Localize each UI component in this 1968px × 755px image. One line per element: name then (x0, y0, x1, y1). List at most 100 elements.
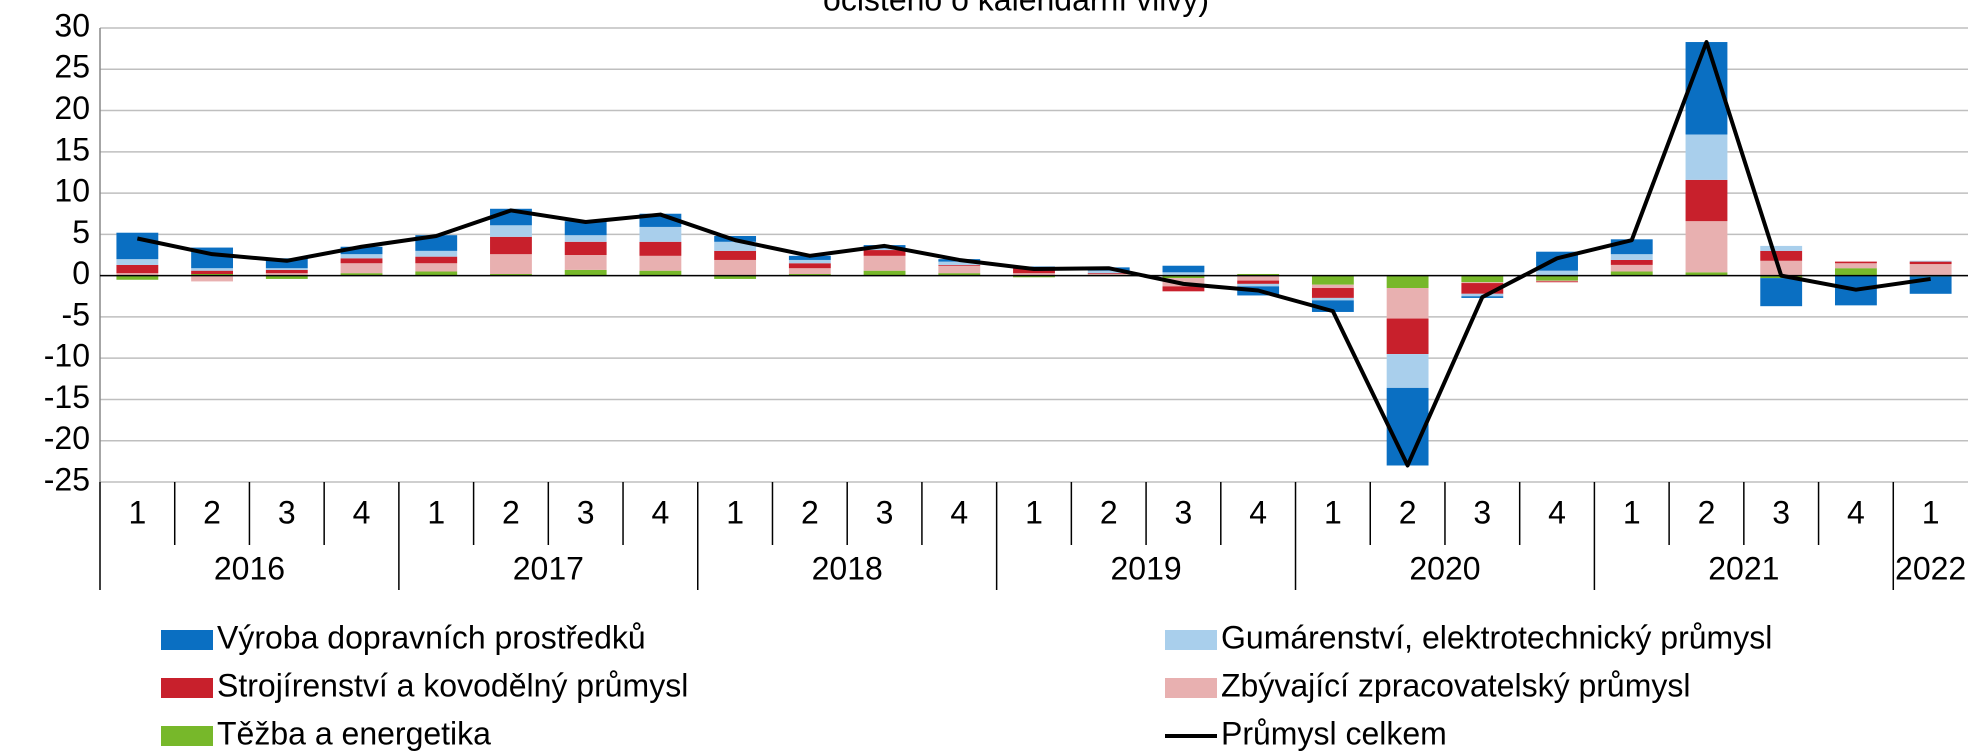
bar-segment (340, 263, 383, 274)
x-tick-label: 2 (1399, 494, 1417, 530)
x-tick-label: 4 (1548, 494, 1566, 530)
y-tick-label: 0 (72, 255, 90, 291)
bar-segment (1311, 300, 1354, 312)
bar-segment (1311, 297, 1354, 301)
y-tick-label: -10 (44, 338, 90, 374)
legend-label: Zbývající zpracovatelský průmysl (1221, 667, 1690, 703)
x-tick-label: 1 (726, 494, 744, 530)
bar-segment (1909, 260, 1952, 262)
bar-segment (1162, 272, 1205, 276)
bar-segment (639, 226, 682, 242)
bar-segment (490, 254, 532, 274)
bar-segment (863, 250, 906, 256)
bar-segment (265, 273, 308, 276)
bar-segment (1162, 286, 1205, 292)
bar-segment (340, 246, 383, 255)
bar-segment (639, 270, 682, 276)
x-tick-label: 3 (1175, 494, 1193, 530)
bar-segment (1162, 275, 1205, 279)
bar-segment (1013, 273, 1055, 276)
chart-title: očištěno o kalendářní vlivy) (823, 0, 1209, 17)
x-group-label: 2018 (812, 550, 883, 586)
x-tick-label: 2 (801, 494, 819, 530)
x-tick-label: 3 (577, 494, 595, 530)
bar-segment (788, 263, 831, 269)
y-tick-label: -20 (44, 420, 90, 456)
bar-segment (1386, 354, 1429, 388)
x-group-label: 2022 (1895, 550, 1966, 586)
y-tick-label: 25 (54, 49, 90, 85)
bar-segment (1685, 179, 1728, 222)
legend-label: Těžba a energetika (217, 715, 491, 751)
x-tick-label: 2 (1698, 494, 1716, 530)
bar-segment (564, 235, 607, 242)
x-tick-label: 3 (876, 494, 894, 530)
bar-segment (1087, 270, 1130, 274)
legend-label: Strojírenství a kovodělný průmysl (217, 667, 688, 703)
x-tick-label: 4 (1249, 494, 1267, 530)
bars (116, 42, 1952, 466)
x-group-label: 2019 (1110, 550, 1181, 586)
x-tick-label: 3 (1473, 494, 1491, 530)
x-tick-label: 4 (353, 494, 371, 530)
bar-segment (1237, 273, 1280, 276)
legend-swatch (1165, 678, 1217, 698)
bar-segment (415, 263, 458, 272)
bar-segment (415, 256, 458, 264)
bar-segment (490, 273, 532, 276)
bar-segment (564, 269, 607, 276)
bar-segment (1311, 288, 1354, 298)
legend-label: Gumárenství, elektrotechnický průmysl (1221, 619, 1772, 655)
line-series (136, 40, 1931, 468)
bar-segment (1760, 250, 1803, 261)
bar-segment (116, 264, 159, 274)
bar-segment (788, 273, 831, 276)
x-tick-label: 2 (1100, 494, 1118, 530)
bar-segment (116, 232, 159, 260)
bar-segment (1461, 275, 1504, 283)
bar-segment (490, 225, 532, 237)
y-tick-label: -5 (62, 296, 90, 332)
legend-swatch (161, 678, 213, 698)
bar-segment (714, 250, 757, 260)
bar-segment (1311, 284, 1354, 289)
x-tick-label: 4 (1847, 494, 1865, 530)
bar-segment (1610, 254, 1653, 260)
y-tick-label: 5 (72, 214, 90, 250)
y-tick-label: 30 (54, 7, 90, 43)
x-tick-label: 2 (502, 494, 520, 530)
legend-label: Průmysl celkem (1221, 715, 1447, 751)
bar-segment (639, 241, 682, 256)
bar-segment (265, 268, 308, 270)
bar-segment (863, 248, 906, 251)
bar-segment (1087, 273, 1130, 274)
bar-segment (1461, 283, 1504, 294)
bar-segment (1834, 261, 1877, 264)
bar-segment (191, 275, 234, 282)
x-group-label: 2020 (1409, 550, 1480, 586)
bar-segment (191, 270, 234, 274)
bar-segment (1834, 268, 1877, 276)
bar-segment (490, 236, 532, 255)
bar-segment (340, 258, 383, 264)
bar-segment (564, 221, 607, 236)
x-tick-label: 2 (203, 494, 221, 530)
bar-segment (1237, 283, 1280, 287)
x-tick-label: 1 (427, 494, 445, 530)
bar-segment (788, 259, 831, 264)
bar-segment (938, 261, 981, 265)
bar-segment (1386, 275, 1429, 289)
bar-segment (1610, 259, 1653, 265)
bar-segment (265, 275, 308, 279)
bar-segment (788, 268, 831, 274)
bar-segment (191, 273, 234, 276)
bar-segment (1760, 260, 1803, 276)
bar-segment (564, 255, 607, 270)
bar-segment (938, 264, 981, 266)
bar-segment (1461, 282, 1504, 284)
bar-segment (116, 259, 159, 265)
y-tick-label: 20 (54, 90, 90, 126)
bar-segment (1685, 272, 1728, 276)
bar-segment (1536, 280, 1578, 282)
